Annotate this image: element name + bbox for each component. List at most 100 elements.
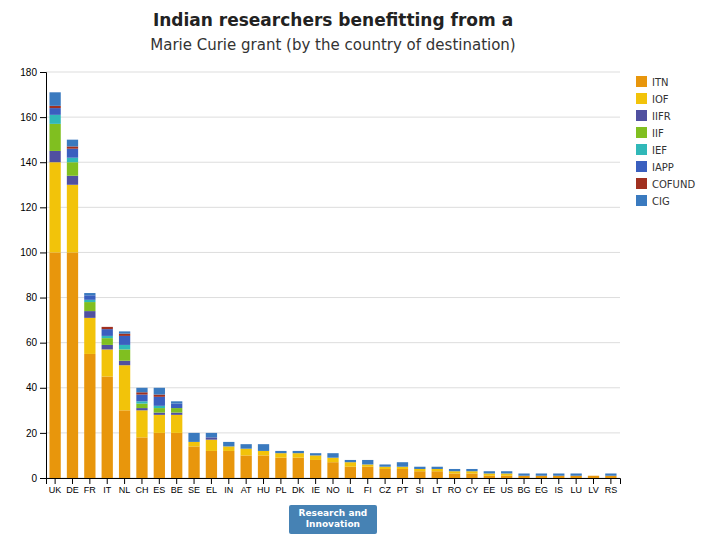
tick-mark: [402, 478, 403, 484]
bar-segment: [258, 444, 269, 451]
tick: 160: [20, 112, 46, 123]
tick: HU: [257, 478, 270, 495]
tick-label: LT: [432, 485, 442, 495]
grid-line: [46, 387, 620, 388]
tick-label: BG: [518, 485, 531, 495]
bar-segment: [275, 458, 286, 478]
bar-segment: [67, 176, 78, 185]
bar-segment: [345, 462, 356, 467]
bar-segment: [327, 462, 338, 478]
bar-segment: [484, 471, 495, 473]
tick-label: 160: [20, 112, 37, 123]
legend-label: IIFR: [652, 111, 671, 122]
tick-mark: [593, 478, 594, 484]
tick: BG: [518, 478, 531, 495]
tick: 100: [20, 247, 46, 258]
tick-mark: [315, 478, 316, 484]
plot: 020406080100120140160180UKDEFRITNLCHESBE…: [20, 67, 620, 496]
tick-label: IE: [311, 485, 320, 495]
tick-mark: [558, 478, 559, 484]
tick-mark: [610, 478, 611, 484]
tick: DE: [66, 478, 79, 495]
tick-label: FI: [364, 485, 372, 495]
bar-segment: [588, 475, 599, 476]
bar-segment: [49, 124, 60, 151]
bar-segment: [171, 413, 182, 415]
tick-mark: [298, 478, 299, 484]
bar-segment: [119, 365, 130, 410]
bar-segment: [102, 336, 113, 338]
legend-item: IIF: [636, 127, 664, 139]
tick-label: 80: [26, 292, 38, 303]
bar-segment: [414, 471, 425, 478]
tick-label: LU: [570, 485, 582, 495]
tick: FI: [364, 478, 372, 495]
bar-segment: [154, 388, 165, 395]
grid-line: [46, 342, 620, 343]
bar-segment: [136, 408, 147, 410]
tick-mark: [40, 72, 46, 73]
bar-segment: [67, 158, 78, 163]
bar-segment: [588, 475, 599, 476]
bar-segment: [362, 467, 373, 478]
bar-segment: [571, 476, 582, 478]
bar-segment: [102, 338, 113, 345]
bar-segment: [154, 413, 165, 415]
tick-label: LV: [588, 485, 598, 495]
legend-item: IOF: [636, 93, 669, 105]
bar-segment: [310, 455, 321, 460]
bar-segment: [154, 397, 165, 406]
bar-segment: [119, 361, 130, 366]
bar-segment: [49, 162, 60, 252]
tick-label: FR: [84, 485, 96, 495]
grid-line: [46, 72, 620, 73]
bar-segment: [536, 473, 547, 475]
tick: NL: [119, 478, 131, 495]
bar-segment: [49, 115, 60, 124]
tick-mark: [385, 478, 386, 484]
bar-segment: [241, 455, 252, 478]
bar-segment: [67, 146, 78, 148]
bar-segment: [345, 460, 356, 462]
bar-segment: [588, 475, 599, 476]
bar-segment: [49, 151, 60, 162]
tick-label: 120: [20, 202, 37, 213]
tick: 140: [20, 157, 46, 168]
series: [49, 92, 616, 475]
bar-segment: [362, 464, 373, 466]
tick: CZ: [379, 478, 391, 495]
bar-segment: [432, 469, 443, 471]
bar-segment: [605, 473, 616, 475]
tick-label: 60: [26, 337, 38, 348]
tick-label: CZ: [379, 485, 391, 495]
tick-label: NL: [119, 485, 131, 495]
tick-mark: [228, 478, 229, 484]
tick: ES: [153, 478, 165, 495]
bar-segment: [102, 345, 113, 350]
bar-segment: [84, 300, 95, 302]
bar-segment: [293, 458, 304, 478]
bar-segment: [67, 185, 78, 253]
tick: DK: [292, 478, 305, 495]
tick: AT: [241, 478, 252, 495]
axis-line: [47, 479, 621, 485]
tick-mark: [40, 388, 46, 389]
tick-mark: [89, 478, 90, 484]
tick-mark: [141, 478, 142, 484]
tick-label: EG: [535, 485, 548, 495]
bar-segment: [119, 331, 130, 333]
tick-label: SE: [188, 485, 200, 495]
bar-segment: [518, 476, 529, 478]
bar-segment: [188, 442, 199, 447]
bar-segment: [275, 453, 286, 458]
tick: 20: [26, 428, 46, 439]
bar-segment: [154, 433, 165, 478]
tick-mark: [419, 478, 420, 484]
legend-label: IEF: [652, 145, 667, 156]
grid-line: [46, 297, 620, 298]
tick-mark: [40, 433, 46, 434]
bar-segment: [67, 149, 78, 158]
bar-segment: [206, 433, 217, 438]
bar-segment: [293, 453, 304, 458]
tick-label: RS: [605, 485, 618, 495]
